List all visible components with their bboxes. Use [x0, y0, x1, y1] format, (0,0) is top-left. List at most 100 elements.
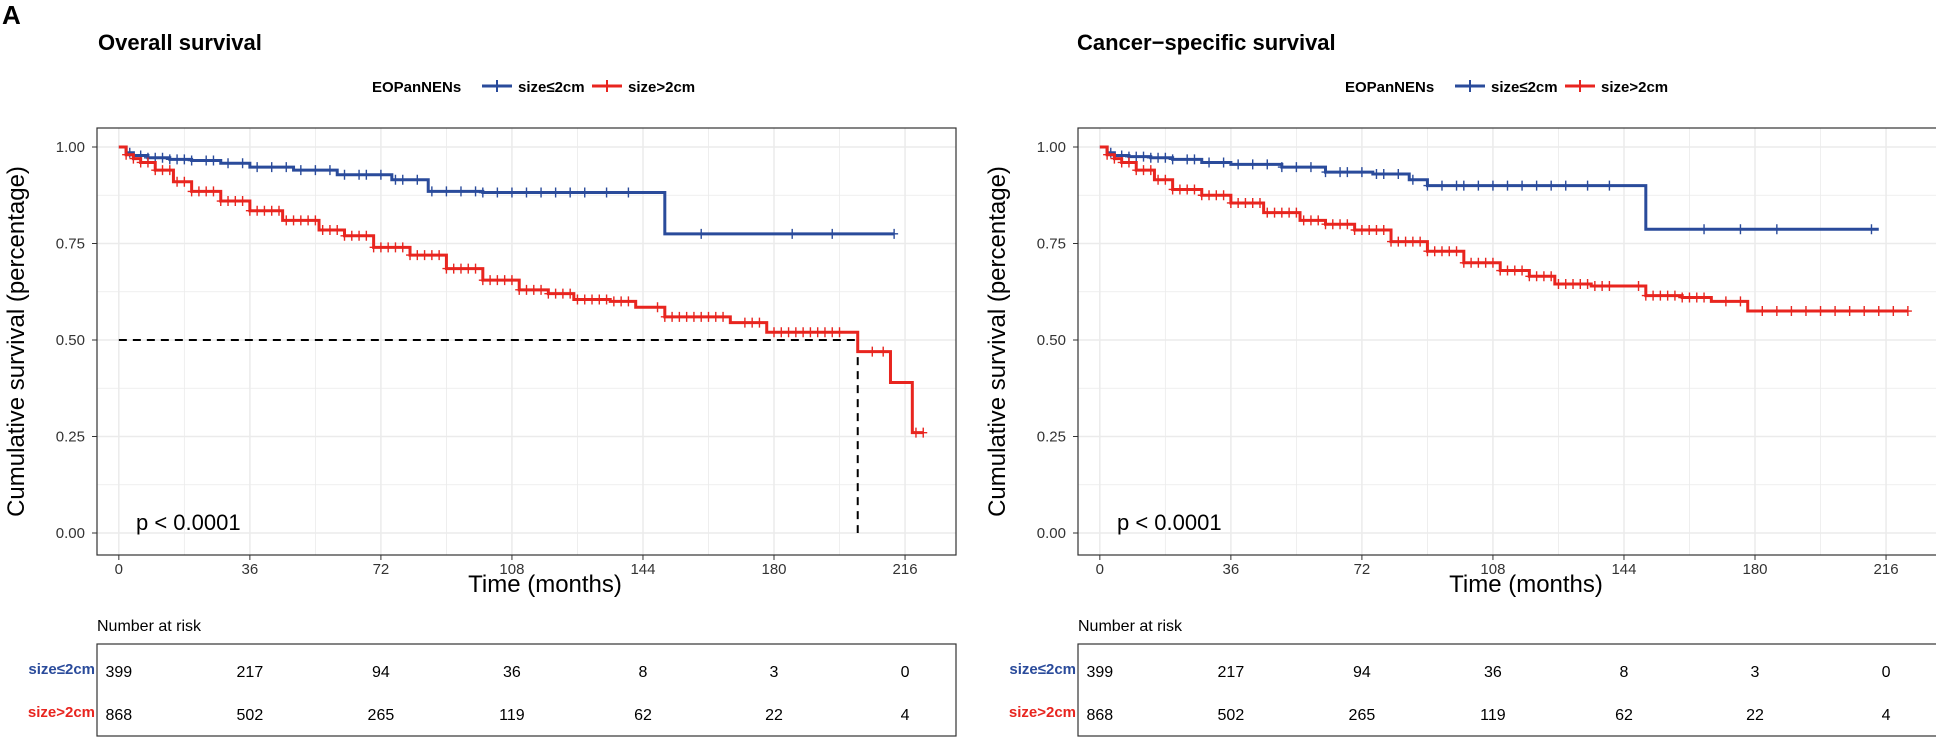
- censor-mark-large: [1678, 292, 1687, 303]
- censor-mark-large: [740, 317, 749, 328]
- censor-mark-small: [296, 165, 305, 176]
- y-tick-label: 0.00: [56, 525, 85, 542]
- censor-mark-small: [1518, 180, 1527, 191]
- censor-mark-large: [1219, 190, 1228, 201]
- censor-mark-large: [1285, 207, 1294, 218]
- censor-mark-large: [427, 250, 436, 261]
- censor-mark-small: [340, 169, 349, 180]
- censor-mark-small: [362, 169, 371, 180]
- censor-mark-large: [173, 176, 182, 187]
- censor-mark-large: [129, 153, 138, 164]
- plot-frame: [96, 127, 957, 556]
- y-axis-title: Cumulative survival (percentage): [984, 166, 1011, 517]
- censor-mark-large: [1197, 190, 1206, 201]
- risk-row-label-small: size≤2cm: [28, 661, 95, 678]
- censor-mark-large: [748, 317, 757, 328]
- censor-mark-large: [260, 205, 269, 216]
- censor-mark-large: [362, 230, 371, 241]
- censor-mark-large: [529, 284, 538, 295]
- censor-mark-small: [1503, 180, 1512, 191]
- censor-mark-large: [420, 250, 429, 261]
- censor-mark-large: [1416, 236, 1425, 247]
- panel-B: BCancer−specific survivalEOPanNENssize≤2…: [984, 30, 1936, 737]
- plot-frame: [1077, 127, 1936, 556]
- panel-A: A Overall survival EOPanNENs size≤2cm size>2…: [2, 0, 957, 737]
- censor-mark-large: [1736, 296, 1745, 307]
- censor-mark-large: [384, 242, 393, 253]
- censor-mark-large: [682, 311, 691, 322]
- censor-mark-large: [1139, 165, 1148, 176]
- censor-mark-large: [1336, 219, 1345, 230]
- censor-mark-large: [919, 427, 928, 438]
- censor-mark-small: [1139, 151, 1148, 162]
- censor-mark-large: [835, 327, 844, 338]
- censor-mark-small: [391, 174, 400, 185]
- censor-mark-small: [1168, 154, 1177, 165]
- censor-mark-large: [1103, 149, 1112, 160]
- censor-mark-small: [456, 186, 465, 197]
- censor-mark-large: [1816, 306, 1825, 317]
- censor-mark-large: [1263, 207, 1272, 218]
- censor-mark-large: [1634, 280, 1643, 291]
- censor-mark-large: [1787, 306, 1796, 317]
- risk-table: Number at risk size≤2cm size>2cm 399 868 217 5…: [1009, 618, 1936, 737]
- censor-mark-large: [325, 224, 334, 235]
- plot-title: Cancer−specific survival: [1077, 30, 1336, 55]
- censor-mark-small: [1161, 152, 1170, 163]
- x-axis-title: Time (months): [1449, 571, 1603, 598]
- censor-mark-large: [1168, 184, 1177, 195]
- risk-count-small: 217: [1218, 664, 1245, 681]
- censor-mark-small: [522, 187, 531, 198]
- censor-mark-small: [398, 174, 407, 185]
- censor-mark-large: [689, 311, 698, 322]
- censor-mark-large: [675, 311, 684, 322]
- risk-count-large: 4: [901, 707, 910, 724]
- censor-mark-small: [413, 174, 422, 185]
- censor-mark-large: [711, 311, 720, 322]
- censor-mark-large: [784, 327, 793, 338]
- censor-mark-large: [1124, 157, 1133, 168]
- censor-mark-large: [340, 230, 349, 241]
- censor-mark-large: [1205, 190, 1214, 201]
- censor-mark-large: [1569, 279, 1578, 290]
- x-tick-label: 180: [1742, 561, 1767, 578]
- x-axis-title: Time (months): [468, 571, 622, 598]
- censor-mark-large: [1874, 306, 1883, 317]
- censor-mark-large: [216, 196, 225, 207]
- censor-mark-large: [376, 242, 385, 253]
- censor-mark-small: [1336, 167, 1345, 178]
- censor-mark-large: [522, 284, 531, 295]
- censor-mark-small: [1154, 152, 1163, 163]
- censor-mark-large: [558, 288, 567, 299]
- y-tick-label: 0.75: [1037, 236, 1066, 253]
- censor-mark-large: [624, 296, 633, 307]
- censor-mark-small: [209, 155, 218, 166]
- risk-count-large: 868: [1086, 707, 1113, 724]
- risk-count-small: 0: [1882, 664, 1891, 681]
- censor-mark-small: [282, 162, 291, 173]
- censor-mark-small: [376, 169, 385, 180]
- censor-mark-small: [507, 187, 516, 198]
- censor-mark-small: [1205, 157, 1214, 168]
- x-tick-label: 144: [1611, 561, 1636, 578]
- censor-mark-large: [566, 288, 575, 299]
- censor-mark-small: [537, 187, 546, 198]
- censor-mark-large: [1488, 257, 1497, 268]
- censor-mark-large: [1663, 290, 1672, 301]
- censor-mark-large: [486, 275, 495, 286]
- censor-mark-large: [1889, 306, 1898, 317]
- censor-mark-small: [1343, 167, 1352, 178]
- censor-mark-large: [791, 327, 800, 338]
- risk-count-large: 62: [1615, 707, 1633, 724]
- censor-mark-large: [253, 205, 262, 216]
- censor-mark-small: [697, 228, 706, 239]
- risk-count-small: 36: [503, 664, 521, 681]
- censor-mark-large: [653, 302, 662, 313]
- censor-mark-large: [1365, 224, 1374, 235]
- risk-count-large: 4: [1882, 707, 1891, 724]
- censor-mark-large: [507, 275, 516, 286]
- censor-mark-large: [1372, 224, 1381, 235]
- censor-mark-large: [289, 215, 298, 226]
- x-tick-label: 36: [1223, 561, 1240, 578]
- censor-mark-large: [435, 250, 444, 261]
